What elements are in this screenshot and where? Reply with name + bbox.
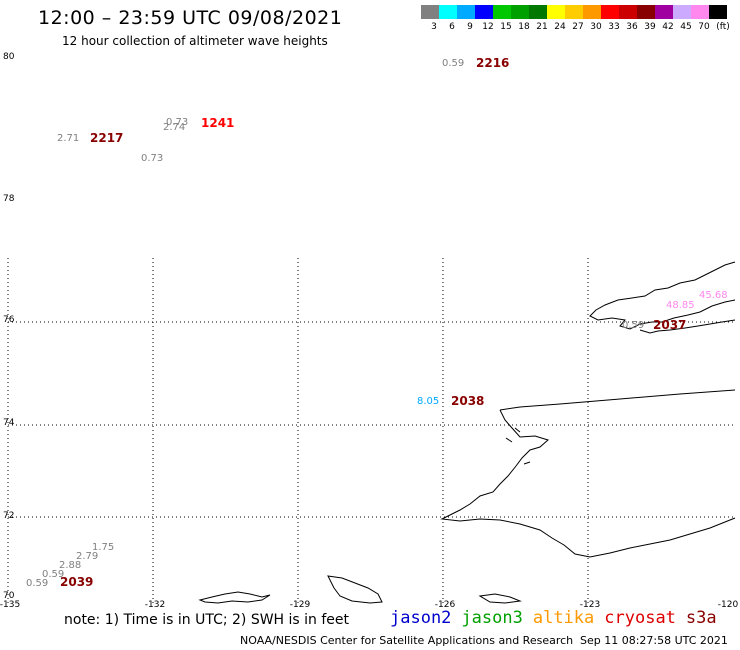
- lat-label-80: 80: [3, 52, 15, 62]
- pass-time: 2217: [90, 131, 124, 145]
- lat-label-70: 70: [3, 591, 15, 601]
- coastline: [198, 261, 736, 604]
- pass-time: 2039: [60, 575, 94, 589]
- swh-value: 2.79: [76, 551, 99, 562]
- colorbar-tick-label: 33: [608, 22, 620, 32]
- colorbar-tick-label: 18: [518, 22, 530, 32]
- swh-value: 2.74: [163, 122, 186, 133]
- lat-label-72: 72: [3, 511, 15, 521]
- colorbar-tick-label: 27: [572, 22, 584, 32]
- lon-label-126: -126: [434, 600, 456, 610]
- pass-time: 2216: [476, 56, 510, 70]
- chart-subtitle: 12 hour collection of altimeter wave hei…: [62, 34, 328, 48]
- lat-label-78: 78: [3, 194, 15, 204]
- pass-time: 2038: [451, 394, 485, 408]
- pass-time: 2037: [653, 318, 687, 332]
- colorbar-tick-label: 21: [536, 22, 548, 32]
- swh-value: 2.71: [57, 133, 80, 144]
- credit-line: NOAA/NESDIS Center for Satellite Applica…: [240, 634, 574, 647]
- swh-value: 2.88: [59, 560, 82, 571]
- colorbar-swatch: [439, 5, 457, 19]
- colorbar-swatch: [691, 5, 709, 19]
- swh-value: 0.59: [42, 569, 65, 580]
- colorbar-swatch: [601, 5, 619, 19]
- colorbar-tick-label: 15: [500, 22, 512, 32]
- lon-label-129: -129: [289, 600, 311, 610]
- colorbar-tick-label: 36: [626, 22, 638, 32]
- pass-time: 1241: [201, 116, 235, 130]
- colorbar-tick-label: 70: [698, 22, 710, 32]
- chart-title: 12:00 – 23:59 UTC 09/08/2021: [38, 7, 343, 29]
- colorbar-swatch: [619, 5, 637, 19]
- lon-label-132: -132: [144, 600, 166, 610]
- swh-value: 0.59: [26, 578, 49, 589]
- generation-timestamp: Sep 11 08:27:58 UTC 2021: [580, 634, 728, 647]
- colorbar-tick-label: 45: [680, 22, 692, 32]
- swh-value: 0.73: [141, 153, 164, 164]
- swh-value: 0.59: [442, 58, 465, 69]
- swh-value: 1.75: [92, 542, 115, 553]
- colorbar-swatch: [421, 5, 439, 19]
- colorbar-swatch: [547, 5, 565, 19]
- colorbar-tick-label: 3: [431, 22, 437, 32]
- colorbar-unit: (ft): [716, 22, 730, 32]
- colorbar-swatch: [475, 5, 493, 19]
- colorbar-tick-label: 30: [590, 22, 602, 32]
- swh-value: 0.59: [622, 320, 645, 331]
- satellite-legend-item: cryosat: [604, 608, 676, 628]
- graticule: [7, 258, 735, 605]
- colorbar-tick-label: 39: [644, 22, 656, 32]
- colorbar-tick-label: 42: [662, 22, 674, 32]
- colorbar-tick-label: 9: [467, 22, 473, 32]
- lon-label-123: -123: [579, 600, 601, 610]
- swh-value: 45.68: [699, 290, 728, 301]
- colorbar-swatch: [529, 5, 547, 19]
- colorbar-swatch: [493, 5, 511, 19]
- swh-value: 8.05: [417, 396, 440, 407]
- colorbar: [421, 5, 727, 19]
- lon-label-135: -135: [0, 600, 21, 610]
- satellite-legend-item: jason2: [390, 608, 452, 628]
- satellite-legend: jason2 jason3 altika cryosat s3a: [390, 608, 727, 628]
- colorbar-tick-label: 24: [554, 22, 566, 32]
- colorbar-swatch: [709, 5, 727, 19]
- footer-note: note: 1) Time is in UTC; 2) SWH is in fe…: [64, 612, 350, 628]
- swh-value: 48.85: [666, 300, 695, 311]
- lat-label-74: 74: [3, 418, 15, 428]
- satellite-legend-item: jason3: [461, 608, 523, 628]
- colorbar-swatch: [637, 5, 655, 19]
- swh-value: 0.73: [166, 117, 189, 128]
- colorbar-swatch: [457, 5, 475, 19]
- colorbar-swatch: [673, 5, 691, 19]
- colorbar-swatch: [511, 5, 529, 19]
- satellite-legend-item: altika: [532, 608, 595, 628]
- colorbar-swatch: [583, 5, 601, 19]
- lon-label-120: -120: [717, 600, 739, 610]
- satellite-legend-item: s3a: [685, 608, 717, 628]
- colorbar-tick-label: 12: [482, 22, 494, 32]
- lat-label-76: 76: [3, 315, 15, 325]
- colorbar-swatch: [655, 5, 673, 19]
- colorbar-swatch: [565, 5, 583, 19]
- colorbar-tick-label: 6: [449, 22, 455, 32]
